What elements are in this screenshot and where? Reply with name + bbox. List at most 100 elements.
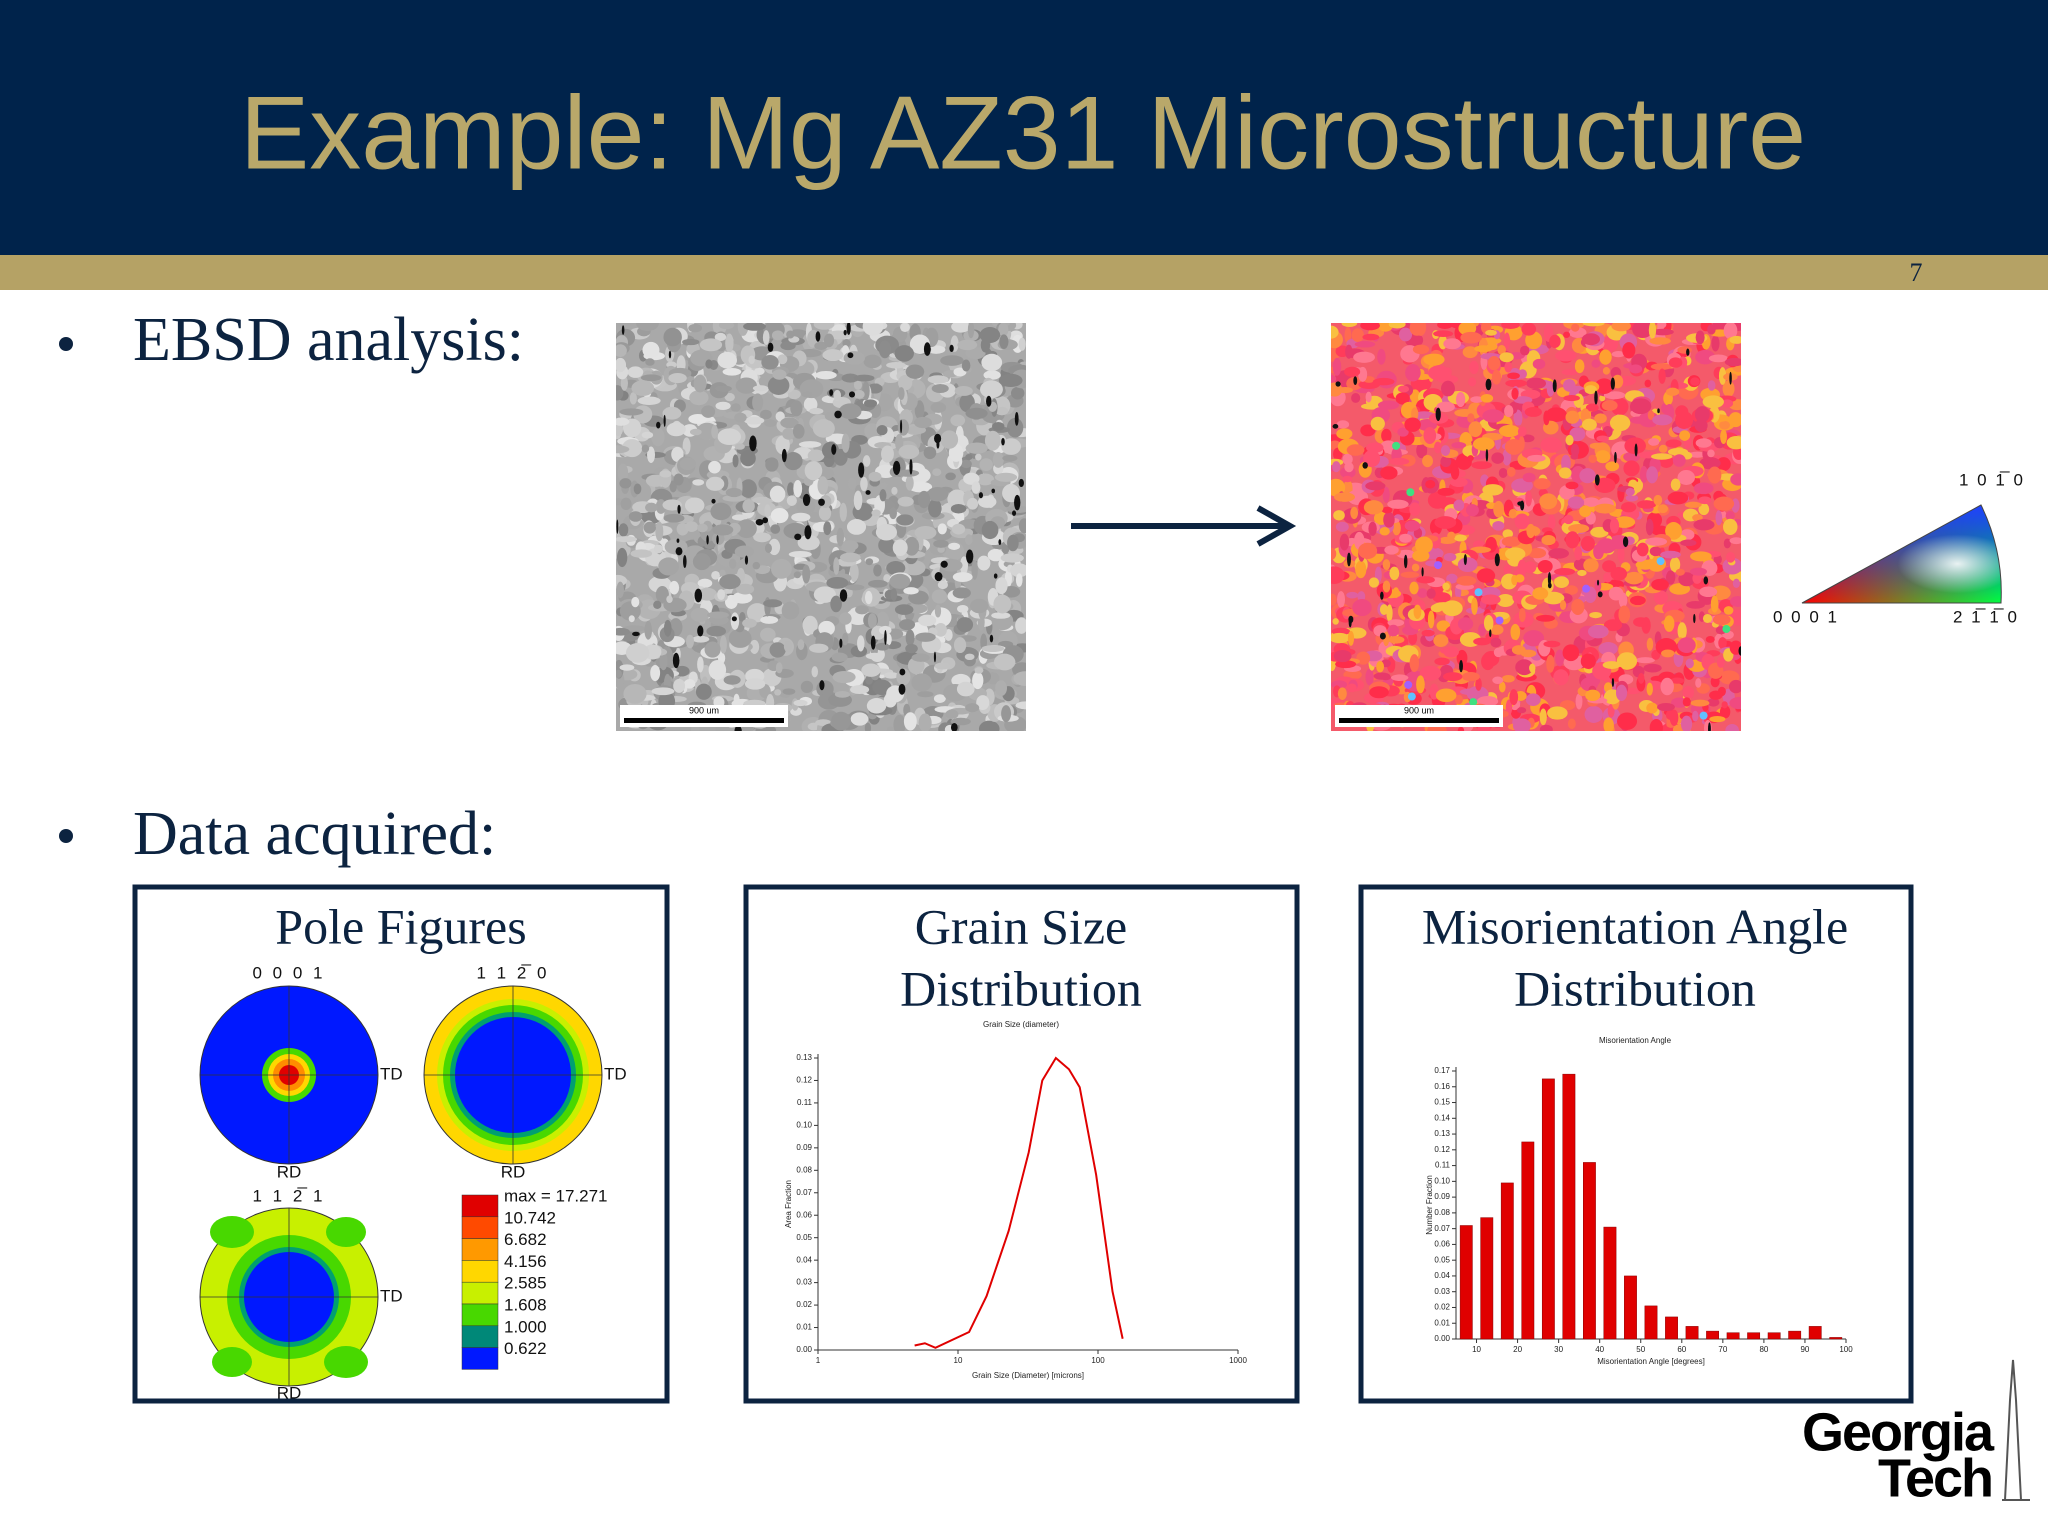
grain	[811, 666, 819, 678]
legend-swatch	[461, 1194, 499, 1218]
bar	[1541, 1078, 1555, 1340]
grain	[1353, 351, 1375, 363]
grain	[853, 379, 863, 390]
grain	[1487, 355, 1501, 371]
pore	[934, 572, 943, 582]
pore	[831, 444, 837, 455]
grain	[1000, 553, 1024, 563]
grain	[1471, 597, 1478, 615]
grain	[1728, 679, 1741, 694]
x-tick-label: 1000	[1229, 1356, 1247, 1365]
grain	[1365, 668, 1374, 686]
grain	[915, 632, 936, 642]
grain	[692, 553, 711, 571]
grain	[1518, 369, 1528, 379]
pf-contour	[326, 1217, 366, 1247]
grain	[931, 589, 948, 604]
bar	[1500, 1182, 1514, 1340]
pore	[1012, 510, 1017, 516]
grain	[659, 470, 672, 478]
grain	[684, 497, 705, 514]
grain	[1718, 637, 1727, 650]
grain	[662, 499, 682, 511]
grain	[1668, 357, 1683, 368]
pore	[933, 651, 937, 663]
pore	[870, 635, 876, 650]
grain	[1397, 427, 1409, 437]
grain	[1602, 367, 1610, 375]
grain	[1471, 461, 1493, 470]
grain	[1369, 686, 1389, 699]
grain	[1504, 547, 1526, 561]
grain	[891, 486, 898, 495]
grain	[1709, 715, 1726, 723]
panel-title: Misorientation Angle	[1422, 898, 1848, 954]
grain	[1419, 665, 1442, 681]
grain	[780, 417, 799, 429]
grain	[764, 504, 771, 518]
grain	[1475, 677, 1482, 691]
pf-legend: max = 17.271 10.742 6.682 4.156 2.585 1.608 1.…	[461, 1186, 608, 1370]
pore	[632, 631, 640, 637]
x-tick-label: 70	[1718, 1345, 1727, 1354]
grain	[1517, 559, 1527, 577]
grain	[1596, 538, 1617, 554]
grain	[926, 345, 946, 354]
panel-title: Grain Size	[915, 898, 1127, 954]
grain	[1658, 444, 1668, 453]
grain	[900, 323, 910, 332]
grain	[1554, 576, 1569, 588]
pore	[1489, 629, 1492, 637]
grain	[1491, 452, 1504, 464]
grain	[1508, 508, 1517, 519]
bar	[1624, 1275, 1637, 1340]
grain	[775, 662, 783, 674]
grain	[957, 605, 969, 613]
grain	[1611, 351, 1626, 358]
grain	[1582, 584, 1591, 593]
grain	[1693, 482, 1714, 495]
grain	[739, 479, 757, 498]
grain	[1651, 525, 1670, 536]
grain	[1425, 480, 1436, 489]
grain	[1549, 334, 1561, 348]
grain	[1462, 346, 1478, 359]
grain	[783, 640, 793, 653]
grain	[1457, 557, 1478, 573]
grain	[1467, 413, 1475, 423]
grain	[1006, 417, 1024, 438]
grain	[1695, 330, 1705, 345]
grain	[953, 637, 967, 654]
grain	[1730, 596, 1741, 607]
grain	[1493, 500, 1504, 518]
bar	[1521, 1141, 1535, 1340]
x-axis-label: Grain Size (Diameter) [microns]	[972, 1371, 1084, 1380]
grain	[1729, 335, 1741, 344]
grain	[1657, 702, 1675, 712]
grain	[1707, 466, 1722, 484]
grain	[965, 534, 973, 546]
pore	[1597, 591, 1603, 598]
grain	[1690, 551, 1712, 562]
grain	[616, 417, 630, 426]
pore	[949, 344, 954, 353]
grain	[1013, 671, 1026, 686]
grain	[826, 576, 849, 589]
grain	[1644, 379, 1652, 388]
grain	[1350, 506, 1359, 520]
grain	[879, 489, 887, 502]
grain	[1381, 428, 1392, 443]
y-tick-label: 0.09	[1434, 1192, 1450, 1201]
grain	[742, 618, 757, 628]
grain	[1435, 688, 1457, 703]
grain	[679, 457, 697, 471]
y-tick-label: 0.03	[796, 1278, 812, 1287]
grain	[1672, 454, 1686, 467]
grain	[1481, 653, 1495, 671]
ipf-label: 1 0 1̅ 0	[1959, 470, 2025, 489]
grain	[1574, 359, 1585, 374]
grain	[1579, 468, 1596, 484]
grain	[1457, 617, 1474, 631]
grain	[1546, 381, 1555, 397]
grain	[1646, 702, 1658, 714]
